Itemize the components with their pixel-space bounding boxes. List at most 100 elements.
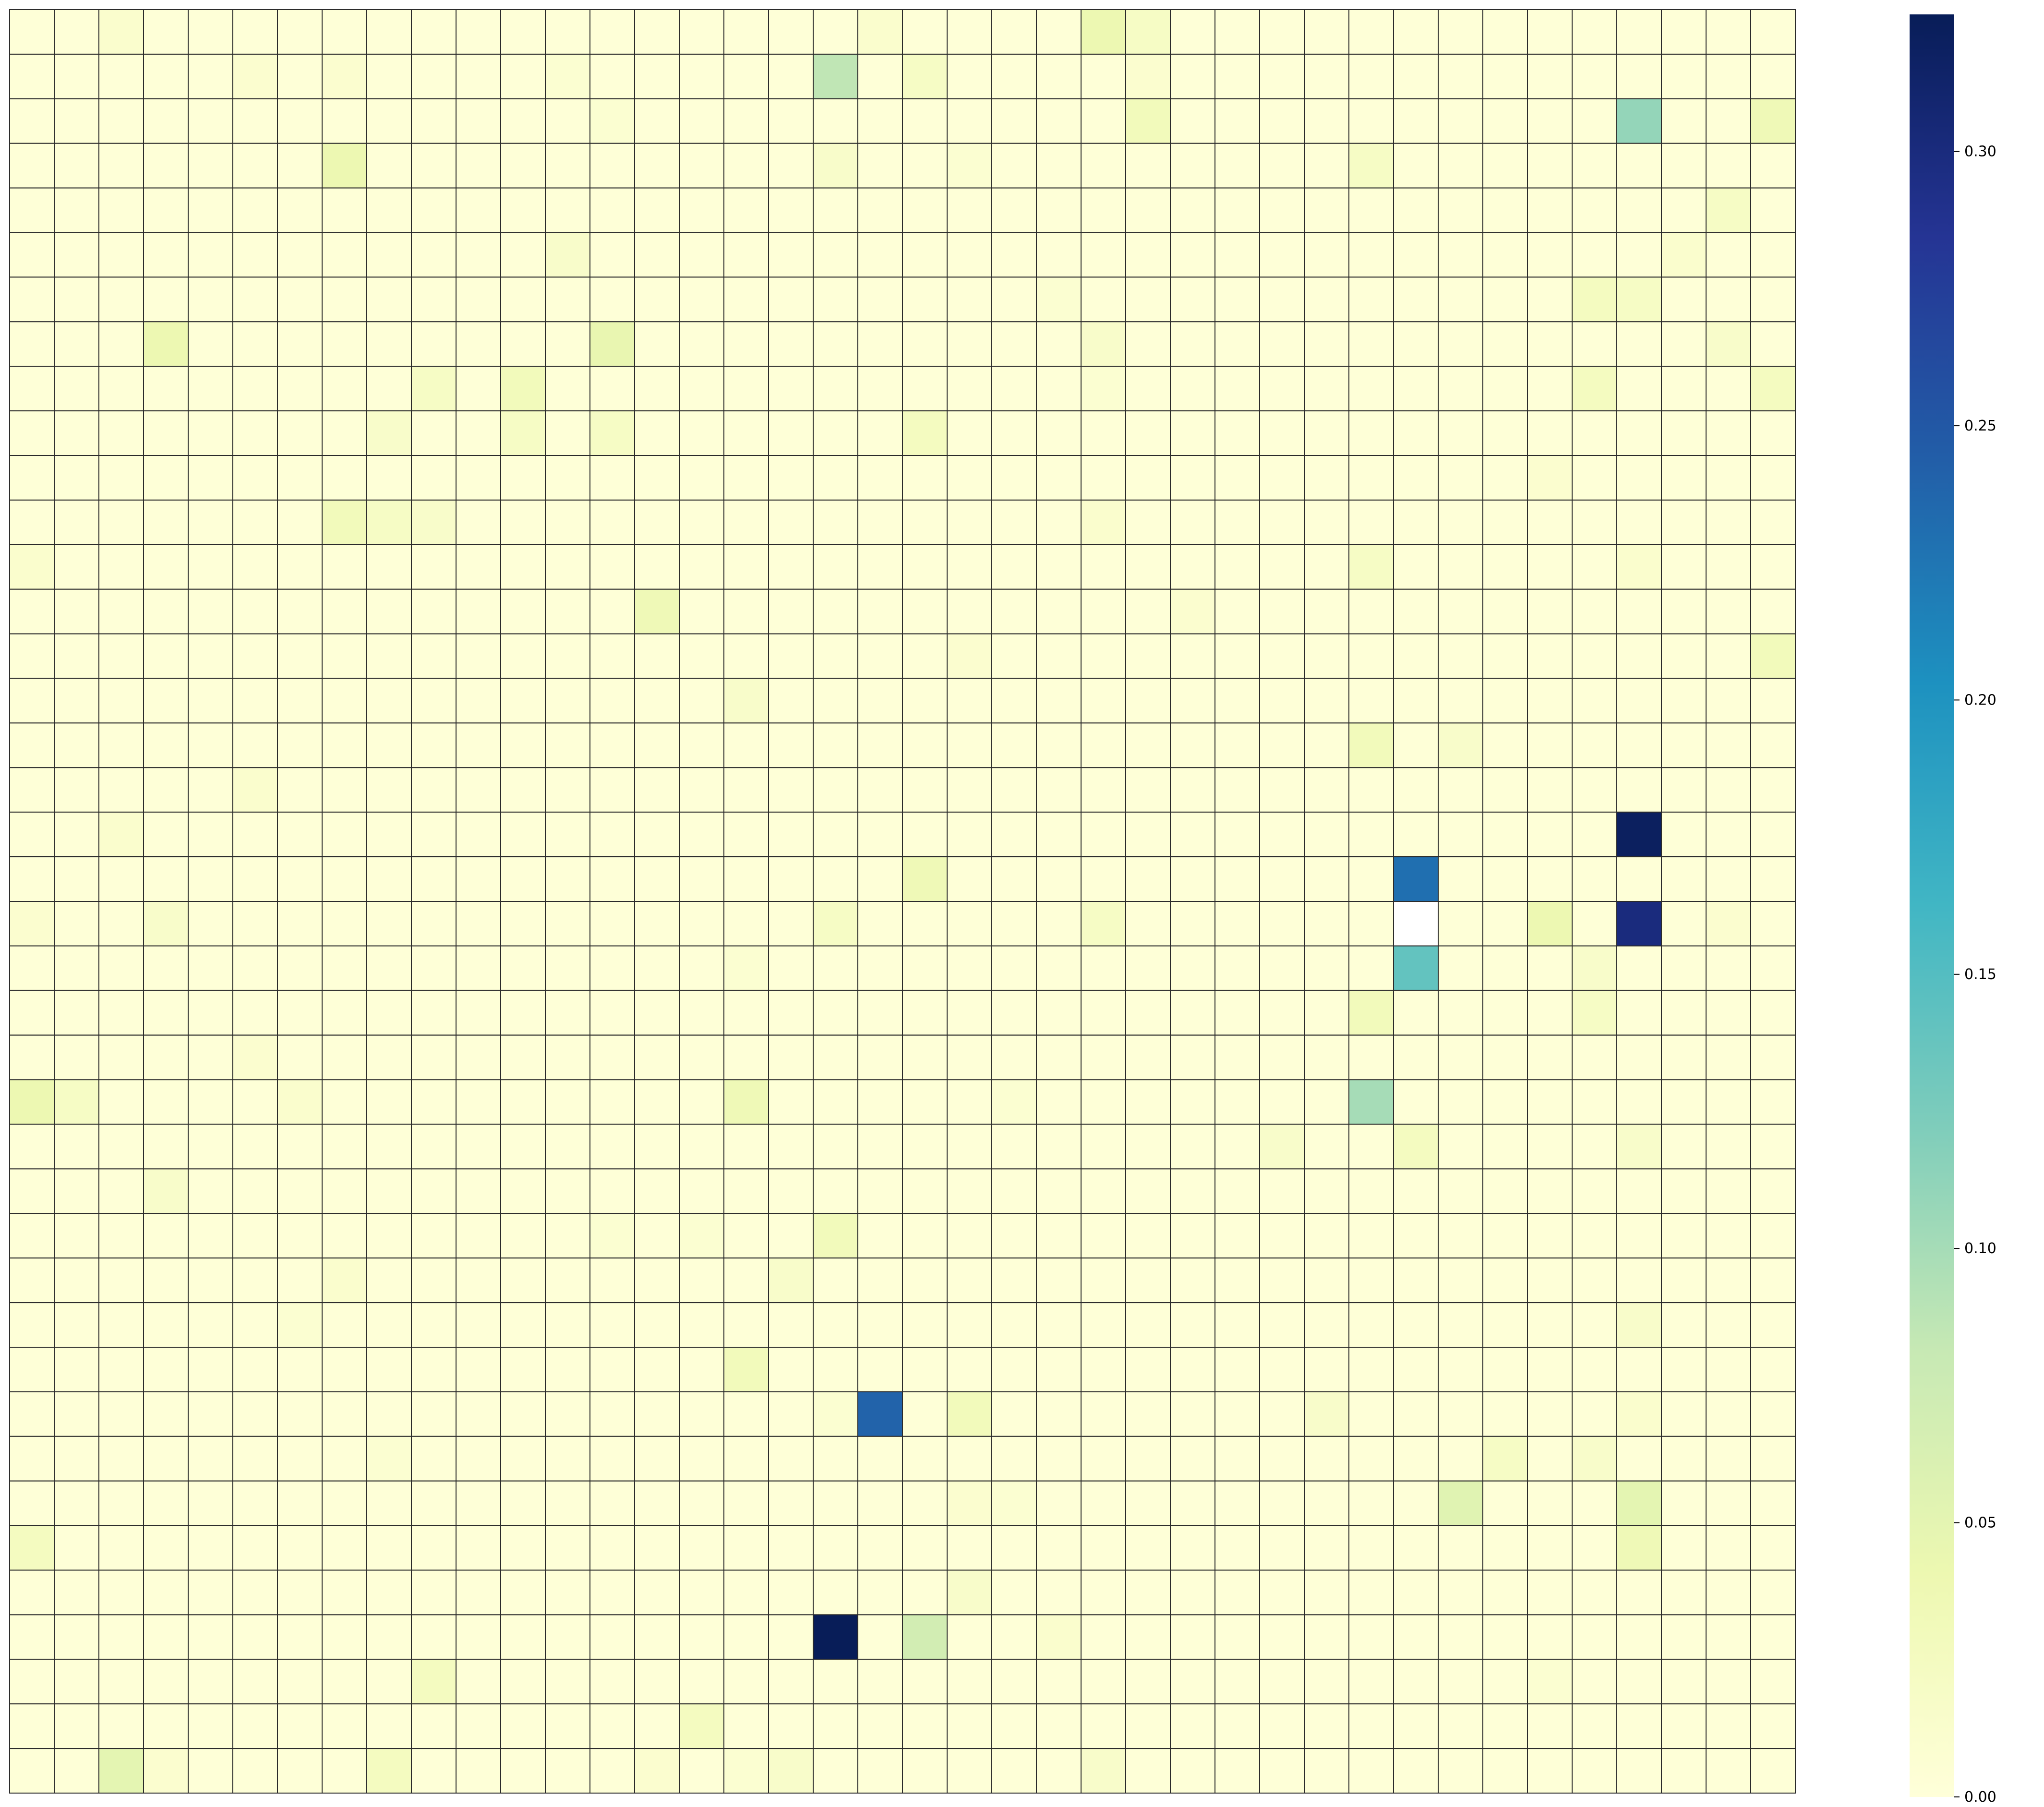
- heatmap-cell-r12-c28: [1259, 544, 1305, 590]
- heatmap-cell-r3-c8: [366, 143, 412, 189]
- heatmap-cell-r30-c27: [1214, 1347, 1260, 1392]
- heatmap-cell-r27-c17: [768, 1213, 814, 1259]
- heatmap-cell-r1-c15: [679, 53, 724, 99]
- heatmap-cell-r17-c23: [1036, 767, 1082, 813]
- heatmap-cell-r9-c12: [545, 410, 590, 456]
- heatmap-cell-r12-c31: [1393, 544, 1439, 590]
- heatmap-cell-r30-c24: [1081, 1347, 1126, 1392]
- heatmap-cell-r1-c4: [188, 53, 233, 99]
- heatmap-cell-r23-c14: [634, 1034, 680, 1080]
- heatmap-cell-r34-c25: [1125, 1525, 1171, 1571]
- heatmap-cell-r8-c25: [1125, 366, 1171, 412]
- heatmap-cell-r4-c13: [589, 187, 635, 233]
- heatmap-cell-r13-c20: [902, 588, 948, 634]
- heatmap-cell-r36-c33: [1482, 1614, 1528, 1660]
- heatmap-cell-r7-c14: [634, 321, 680, 367]
- heatmap-cell-r5-c22: [991, 232, 1037, 278]
- heatmap-cell-r15-c37: [1661, 678, 1707, 724]
- heatmap-cell-r38-c35: [1572, 1703, 1617, 1749]
- heatmap-cell-r1-c7: [322, 53, 367, 99]
- heatmap-cell-r17-c8: [366, 767, 412, 813]
- heatmap-cell-r36-c27: [1214, 1614, 1260, 1660]
- heatmap-cell-r2-c17: [768, 98, 814, 144]
- heatmap-cell-r2-c12: [545, 98, 590, 144]
- heatmap-cell-r20-c14: [634, 901, 680, 946]
- heatmap-cell-r1-c20: [902, 53, 948, 99]
- heatmap-cell-r28-c5: [232, 1257, 278, 1304]
- heatmap-cell-r21-c23: [1036, 945, 1082, 991]
- heatmap-cell-r22-c6: [277, 990, 323, 1036]
- heatmap-cell-r12-c20: [902, 544, 948, 590]
- heatmap-cell-r1-c18: [813, 53, 858, 99]
- heatmap-cell-r33-c8: [366, 1480, 412, 1526]
- heatmap-cell-r3-c39: [1750, 143, 1796, 189]
- heatmap-cell-r3-c38: [1706, 143, 1751, 189]
- heatmap-cell-r1-c30: [1348, 53, 1394, 99]
- heatmap-cell-r15-c19: [857, 678, 903, 724]
- heatmap-cell-r14-c4: [188, 633, 233, 679]
- heatmap-cell-r7-c26: [1170, 321, 1215, 367]
- heatmap-cell-r3-c12: [545, 143, 590, 189]
- heatmap-cell-r37-c17: [768, 1659, 814, 1705]
- heatmap-cell-r9-c6: [277, 410, 323, 456]
- heatmap-cell-r5-c5: [232, 232, 278, 278]
- heatmap-cell-r27-c10: [456, 1213, 501, 1259]
- heatmap-cell-r20-c11: [500, 901, 546, 946]
- heatmap-cell-r29-c17: [768, 1302, 814, 1348]
- heatmap-cell-r18-c39: [1750, 812, 1796, 858]
- heatmap-cell-r8-c7: [322, 366, 367, 412]
- heatmap-cell-r30-c29: [1304, 1347, 1349, 1392]
- heatmap-cell-r14-c0: [9, 633, 55, 679]
- heatmap-cell-r24-c6: [277, 1079, 323, 1125]
- colorbar-tick-label: 0.30: [1964, 144, 1996, 160]
- heatmap-cell-r8-c37: [1661, 366, 1707, 412]
- heatmap-cell-r30-c33: [1482, 1347, 1528, 1392]
- heatmap-cell-r21-c38: [1706, 945, 1751, 991]
- heatmap-cell-r5-c31: [1393, 232, 1439, 278]
- heatmap-cell-r14-c39: [1750, 633, 1796, 679]
- heatmap-cell-r17-c16: [723, 767, 769, 813]
- heatmap-cell-r8-c6: [277, 366, 323, 412]
- heatmap-cell-r15-c12: [545, 678, 590, 724]
- heatmap-cell-r13-c25: [1125, 588, 1171, 634]
- heatmap-cell-r18-c13: [589, 812, 635, 858]
- heatmap-cell-r20-c15: [679, 901, 724, 946]
- heatmap-cell-r37-c11: [500, 1659, 546, 1705]
- heatmap-cell-r13-c33: [1482, 588, 1528, 634]
- heatmap-cell-r29-c39: [1750, 1302, 1796, 1348]
- heatmap-cell-r39-c38: [1706, 1748, 1751, 1794]
- heatmap-cell-r25-c12: [545, 1124, 590, 1170]
- heatmap-cell-r12-c26: [1170, 544, 1215, 590]
- heatmap-cell-r0-c4: [188, 9, 233, 55]
- heatmap-cell-r1-c6: [277, 53, 323, 99]
- heatmap-cell-r22-c14: [634, 990, 680, 1036]
- heatmap-cell-r34-c35: [1572, 1525, 1617, 1571]
- heatmap-cell-r5-c15: [679, 232, 724, 278]
- heatmap-cell-r6-c13: [589, 276, 635, 323]
- heatmap-cell-r5-c33: [1482, 232, 1528, 278]
- heatmap-cell-r22-c7: [322, 990, 367, 1036]
- heatmap-cell-r32-c5: [232, 1436, 278, 1482]
- heatmap-cell-r36-c32: [1438, 1614, 1483, 1660]
- heatmap-cell-r21-c39: [1750, 945, 1796, 991]
- heatmap-cell-r25-c23: [1036, 1124, 1082, 1170]
- heatmap-cell-r3-c26: [1170, 143, 1215, 189]
- heatmap-cell-r36-c1: [54, 1614, 99, 1660]
- heatmap-cell-r5-c27: [1214, 232, 1260, 278]
- heatmap-cell-r32-c9: [411, 1436, 457, 1482]
- heatmap-cell-r17-c13: [589, 767, 635, 813]
- heatmap-cell-r32-c2: [98, 1436, 144, 1482]
- heatmap-cell-r30-c19: [857, 1347, 903, 1392]
- heatmap-cell-r10-c25: [1125, 455, 1171, 501]
- heatmap-cell-r31-c23: [1036, 1391, 1082, 1437]
- heatmap-cell-r33-c32: [1438, 1480, 1483, 1526]
- heatmap-cell-r2-c9: [411, 98, 457, 144]
- heatmap-cell-r27-c19: [857, 1213, 903, 1259]
- heatmap-cell-r18-c30: [1348, 812, 1394, 858]
- heatmap-cell-r14-c37: [1661, 633, 1707, 679]
- heatmap-cell-r22-c39: [1750, 990, 1796, 1036]
- heatmap-cell-r25-c9: [411, 1124, 457, 1170]
- heatmap-cell-r1-c14: [634, 53, 680, 99]
- heatmap-cell-r27-c34: [1527, 1213, 1573, 1259]
- heatmap-cell-r36-c11: [500, 1614, 546, 1660]
